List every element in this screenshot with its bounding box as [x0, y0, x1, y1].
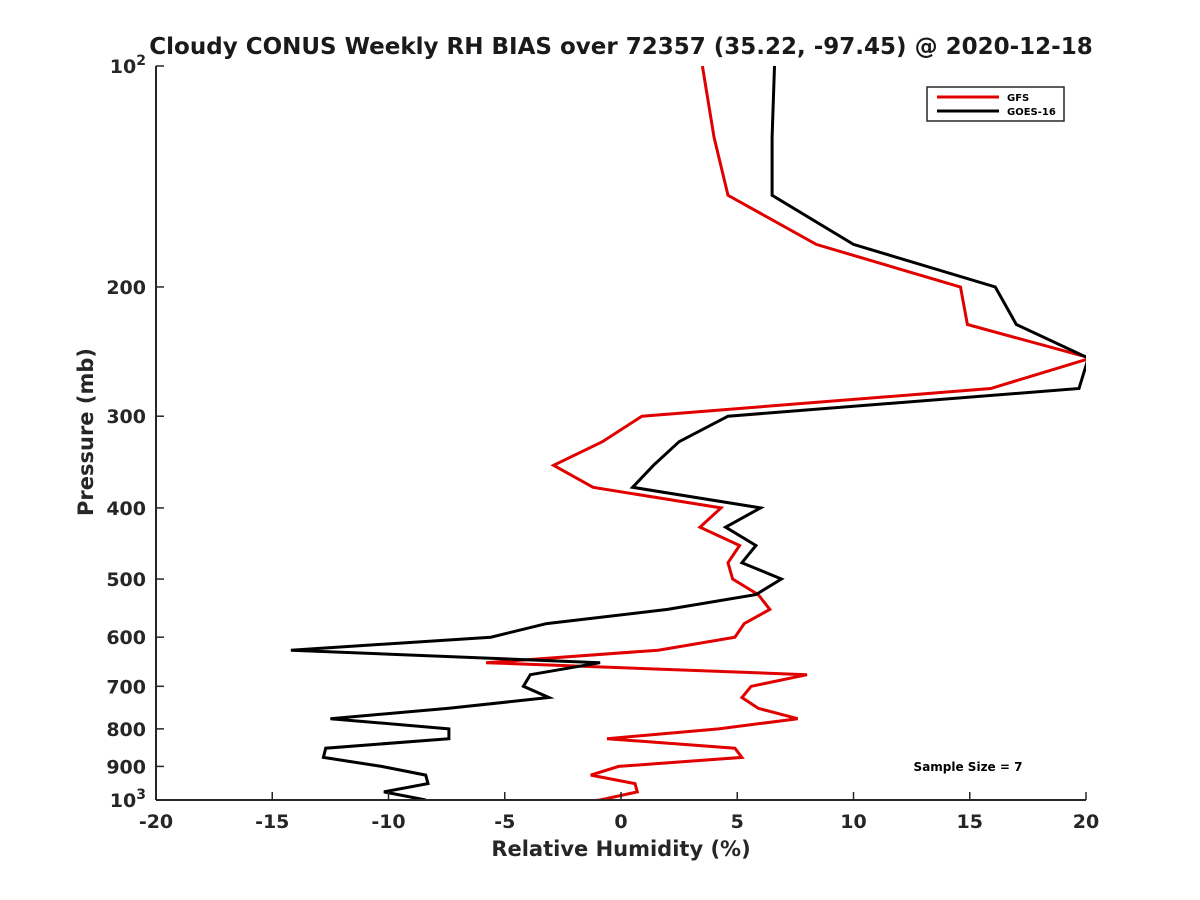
x-tick-label: 10 [840, 811, 866, 833]
legend-entry: GFS [1007, 93, 1029, 104]
y-tick-label: 600 [106, 627, 146, 649]
y-tick-label: 102 [110, 53, 146, 78]
series-line-gfs [485, 66, 1086, 800]
x-tick-label: -10 [371, 811, 405, 833]
x-tick-label: -5 [494, 811, 515, 833]
x-tick-label: 20 [1073, 811, 1099, 833]
chart-title: Cloudy CONUS Weekly RH BIAS over 72357 (… [149, 34, 1092, 60]
series-line-goes-16 [290, 66, 1086, 800]
x-tick-label: 0 [614, 811, 627, 833]
y-tick-label: 900 [106, 756, 146, 778]
series-lines [290, 66, 1086, 800]
x-tick-label: 15 [957, 811, 983, 833]
y-tick-label: 700 [106, 676, 146, 698]
legend-entry: GOES-16 [1007, 107, 1056, 118]
x-tick-label: 5 [731, 811, 744, 833]
sample-size-annotation: Sample Size = 7 [914, 760, 1023, 774]
x-tick-label: -15 [255, 811, 289, 833]
y-tick-label: 500 [106, 569, 146, 591]
x-tick-label: -20 [139, 811, 173, 833]
x-axis-label: Relative Humidity (%) [491, 837, 750, 861]
y-tick-label: 400 [106, 498, 146, 520]
plot-area: -20 -15 -10 -5 0 5 10 15 20 102 200 300 400 500 600 700… [106, 53, 1099, 833]
y-tick-label: 200 [106, 277, 146, 299]
legend: GFS GOES-16 [926, 86, 1065, 122]
y-tick-label: 103 [110, 787, 146, 812]
y-tick-label: 300 [106, 406, 146, 428]
y-axis-label: Pressure (mb) [74, 348, 98, 516]
y-tick-label: 800 [106, 719, 146, 741]
legend-box [926, 86, 1065, 122]
